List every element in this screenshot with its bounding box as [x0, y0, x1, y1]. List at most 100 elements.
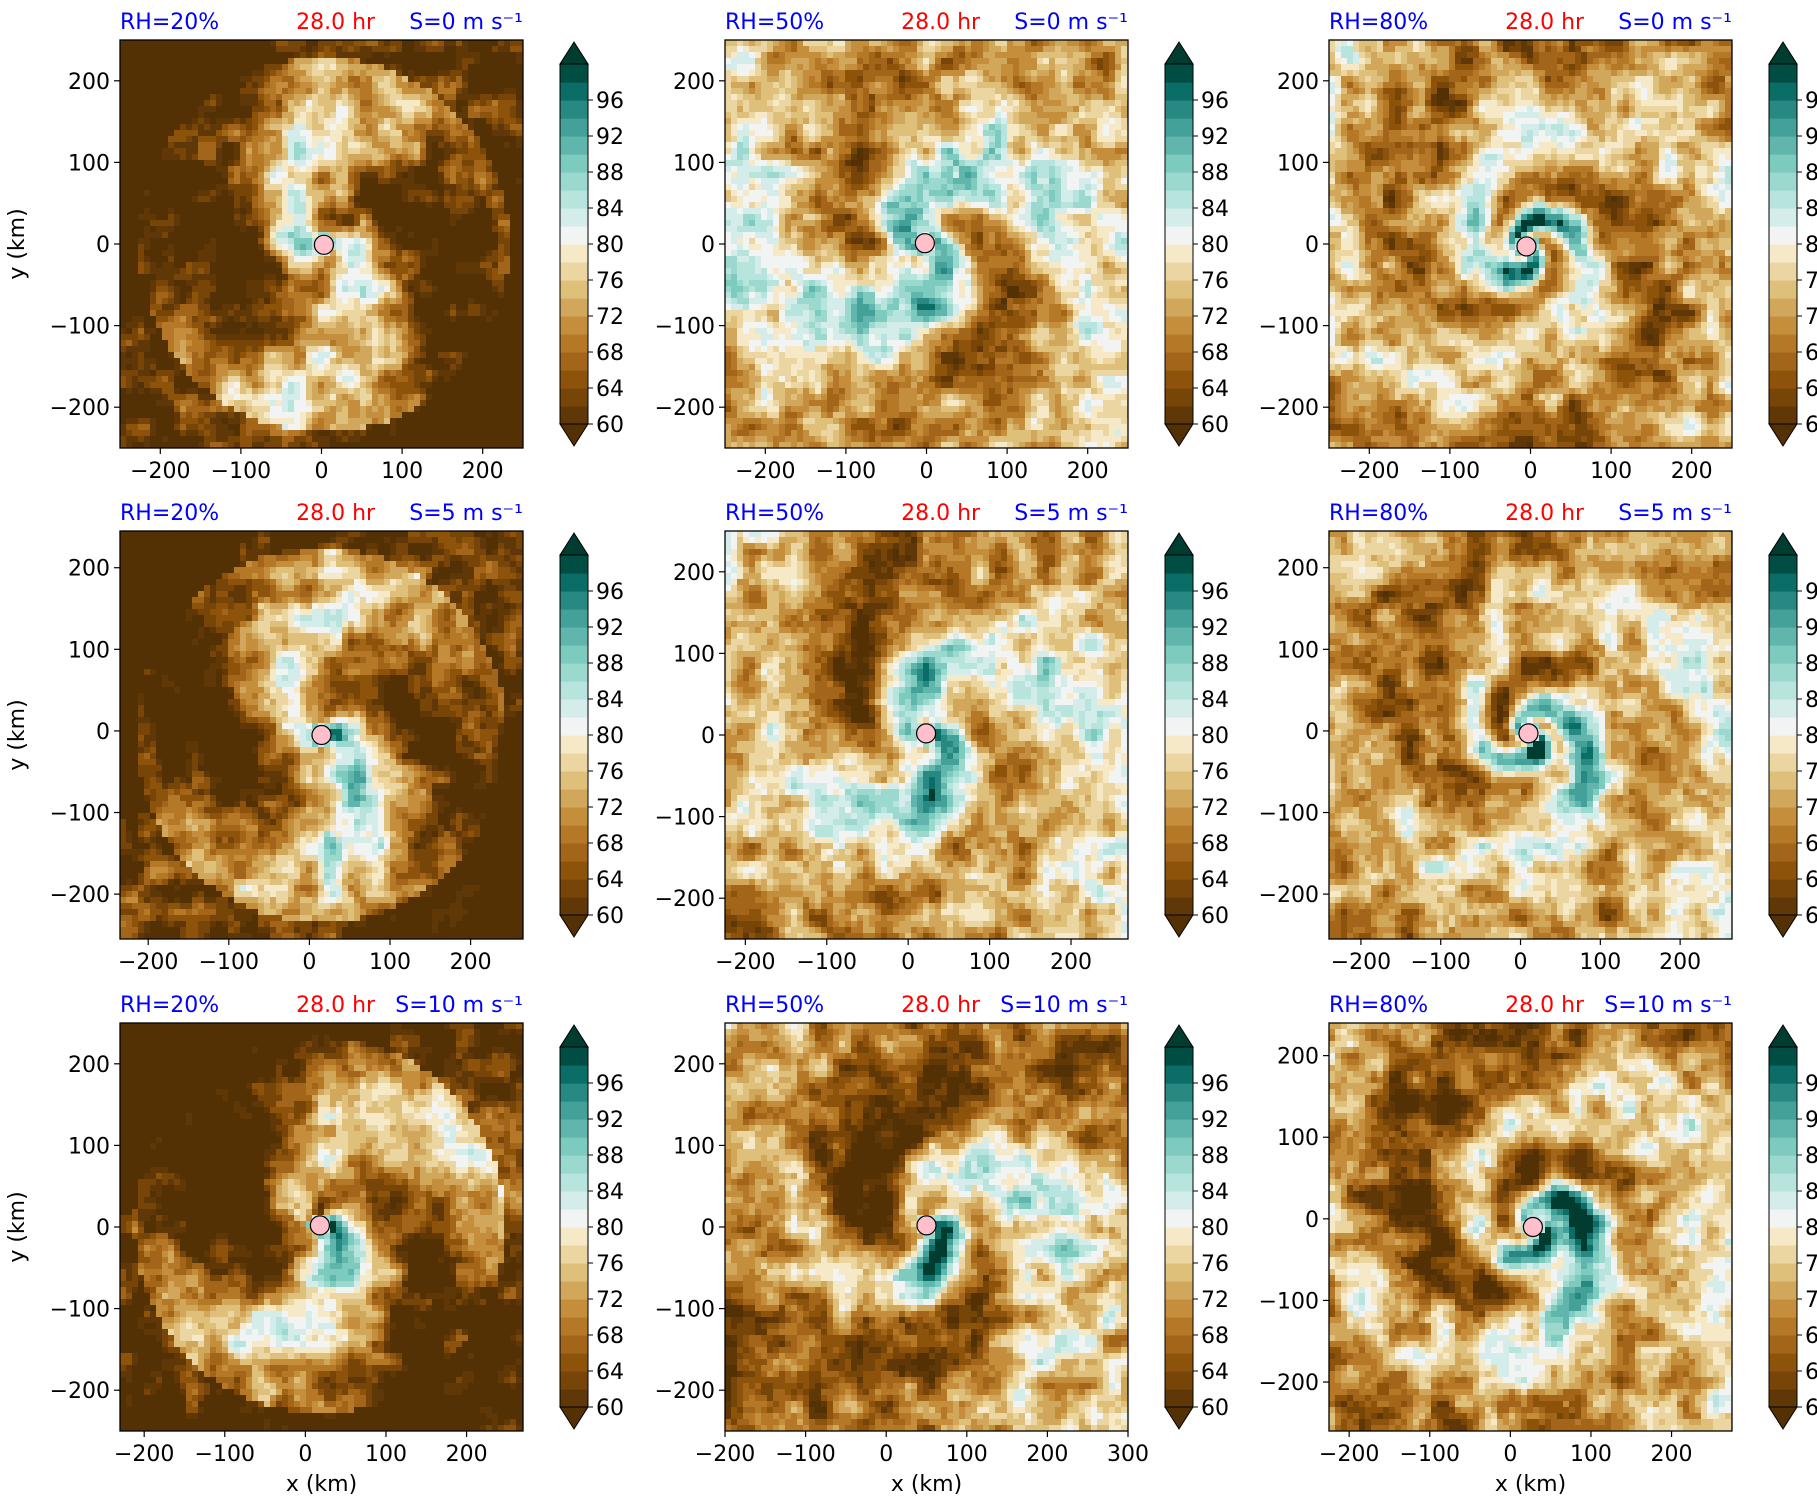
y-axis-label: y (km): [5, 699, 30, 770]
colorbar-tick-label: 96: [1805, 1072, 1817, 1097]
colorbar-tick-label: 68: [1805, 341, 1817, 366]
colorbar-tick-label: 80: [1805, 724, 1817, 749]
colorbar-tick-label: 84: [1201, 197, 1229, 222]
panel-title-left: RH=20%: [120, 10, 219, 35]
x-tick-label: 100: [381, 459, 423, 484]
panel-title-right: S=10 m s⁻¹: [395, 993, 523, 1018]
colorbar-tick-label: 96: [596, 580, 624, 605]
x-tick-label: 100: [369, 950, 411, 975]
colorbar-tick-label: 92: [1805, 125, 1817, 150]
colorbar-tick-label: 88: [1805, 161, 1817, 186]
y-tick-label: 0: [701, 724, 715, 749]
x-tick-label: 100: [986, 459, 1028, 484]
panel-title-right: S=10 m s⁻¹: [1604, 993, 1732, 1018]
x-tick-label: −200: [1319, 1442, 1379, 1467]
colorbar-tick-label: 68: [1805, 832, 1817, 857]
colorbar-tick-label: 64: [1201, 868, 1229, 893]
colorbar-tick-label: 96: [596, 1072, 624, 1097]
colorbar-tick-label: 60: [1201, 1396, 1229, 1421]
colorbar-tick-label: 80: [596, 1216, 624, 1241]
panel-title-center: 28.0 hr: [901, 501, 981, 526]
x-tick-label: 200: [450, 950, 492, 975]
panel-title-left: RH=20%: [120, 501, 219, 526]
y-tick-label: −100: [50, 802, 110, 827]
rh-field: [120, 1023, 523, 1431]
x-tick-label: −100: [1400, 1442, 1460, 1467]
y-axis-label: y (km): [5, 1191, 30, 1262]
colorbar-tick-label: 72: [1201, 796, 1229, 821]
x-tick-label: 100: [1590, 459, 1632, 484]
x-tick-label: 100: [1570, 1442, 1612, 1467]
panel-title-left: RH=80%: [1329, 993, 1428, 1018]
colorbar-tick-label: 80: [1805, 233, 1817, 258]
y-tick-label: −200: [1259, 883, 1319, 908]
y-tick-label: 0: [1305, 233, 1319, 258]
y-tick-label: 200: [673, 561, 715, 586]
colorbar-tick-label: 64: [1201, 1360, 1229, 1385]
colorbar-tick-label: 84: [596, 688, 624, 713]
panel-title-left: RH=50%: [725, 993, 824, 1018]
rh-field: [120, 40, 523, 448]
panel-6: −200 −100 0 100 200 −200 −100 0 100 200 RH=80% 28.0…: [1259, 501, 1817, 975]
colorbar-tick-label: 72: [1805, 796, 1817, 821]
colorbar-tick-label: 68: [1201, 1324, 1229, 1349]
y-tick-label: 100: [1277, 1126, 1319, 1151]
y-tick-label: 100: [68, 151, 110, 176]
colorbar-tick-label: 92: [1805, 616, 1817, 641]
panel-title-center: 28.0 hr: [1505, 501, 1585, 526]
y-tick-label: 100: [673, 1134, 715, 1159]
colorbar-tick-label: 76: [596, 269, 624, 294]
y-tick-label: −100: [50, 315, 110, 340]
y-tick-label: −100: [655, 806, 715, 831]
panel-title-left: RH=50%: [725, 501, 824, 526]
colorbar-tick-label: 72: [1201, 1288, 1229, 1313]
colorbar-tick-label: 84: [1805, 197, 1817, 222]
y-tick-label: 0: [1305, 720, 1319, 745]
panel-5: −200 −100 0 100 200 −200 −100 0 100 200 RH=50% 28.0…: [655, 501, 1229, 975]
x-tick-label: 0: [302, 950, 316, 975]
panel-title-right: S=5 m s⁻¹: [1014, 501, 1128, 526]
colorbar-tick-label: 80: [596, 233, 624, 258]
axes-frame: [1328, 1022, 1733, 1432]
y-tick-label: 100: [673, 151, 715, 176]
colorbar-tick-label: 88: [596, 1144, 624, 1169]
storm-center-marker: [309, 1215, 330, 1236]
colorbar-tick-label: 76: [1805, 1252, 1817, 1277]
colorbar-tick-label: 68: [596, 341, 624, 366]
colorbar-tick-label: 76: [1201, 1252, 1229, 1277]
panel-title-left: RH=50%: [725, 10, 824, 35]
colorbar-tick-label: 60: [1805, 1396, 1817, 1421]
colorbar-tick-label: 60: [596, 413, 624, 438]
colorbar: 60 64 68 72 76 80 84 88 92 96: [1768, 41, 1817, 447]
storm-center-marker: [313, 234, 335, 255]
y-tick-label: 100: [673, 642, 715, 667]
axes-frame: [1328, 530, 1733, 940]
colorbar-tick-label: 60: [596, 904, 624, 929]
colorbar-tick-label: 96: [1201, 1072, 1229, 1097]
colorbar-tick-label: 60: [596, 1396, 624, 1421]
panel-title-center: 28.0 hr: [1505, 10, 1585, 35]
colorbar-tick-label: 84: [1805, 688, 1817, 713]
colorbar-tick-label: 84: [596, 197, 624, 222]
colorbar-tick-label: 88: [596, 652, 624, 677]
colorbar-tick-label: 76: [596, 1252, 624, 1277]
x-tick-label: −100: [1420, 459, 1480, 484]
colorbar-tick-label: 80: [1201, 724, 1229, 749]
colorbar-tick-label: 60: [1805, 413, 1817, 438]
x-tick-label: −100: [195, 1442, 255, 1467]
panel-title-right: S=5 m s⁻¹: [1618, 501, 1732, 526]
x-tick-label: 0: [1524, 459, 1538, 484]
colorbar-tick-label: 88: [1201, 161, 1229, 186]
storm-center-marker: [1516, 236, 1537, 257]
x-tick-label: 200: [1671, 459, 1713, 484]
x-tick-label: −100: [775, 1442, 835, 1467]
colorbar-tick-label: 72: [596, 796, 624, 821]
y-tick-label: −100: [1259, 802, 1319, 827]
colorbar-tick-label: 92: [1805, 1108, 1817, 1133]
y-tick-label: −100: [50, 1298, 110, 1323]
rh-field: [725, 531, 1128, 939]
panel-title-left: RH=80%: [1329, 10, 1428, 35]
panel-title-right: S=0 m s⁻¹: [409, 10, 523, 35]
colorbar-tick-label: 88: [1805, 1144, 1817, 1169]
panel-title-right: S=0 m s⁻¹: [1014, 10, 1128, 35]
